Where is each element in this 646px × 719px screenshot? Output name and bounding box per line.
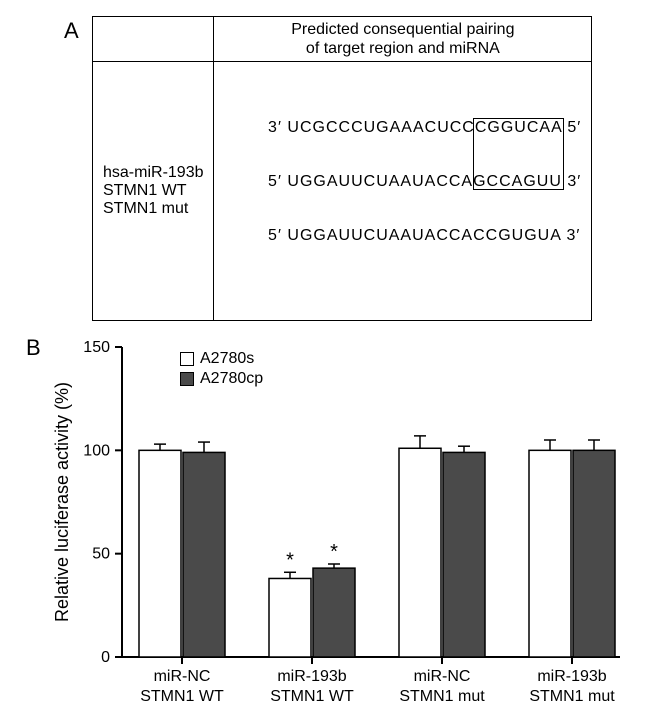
svg-text:miR-NC: miR-NC: [154, 668, 211, 685]
svg-text:STMN1 mut: STMN1 mut: [529, 688, 615, 705]
svg-text:STMN1 WT: STMN1 WT: [270, 688, 354, 705]
table-row: [93, 320, 592, 321]
panel-b: B 050100150Relative luciferase activity …: [12, 339, 634, 719]
sequence-table: Predicted consequential pairing of targe…: [92, 16, 592, 321]
legend-swatch-icon: [180, 372, 194, 386]
svg-text:Relative luciferase activity (: Relative luciferase activity (%): [52, 382, 72, 622]
svg-text:*: *: [286, 550, 294, 572]
svg-text:100: 100: [83, 443, 110, 460]
svg-text:miR-NC: miR-NC: [414, 668, 471, 685]
legend: A2780s A2780cp: [180, 349, 263, 389]
legend-item: A2780cp: [180, 369, 263, 389]
chart-area: 0 50 100 150 Relative luciferase activity (%…: [50, 339, 610, 719]
svg-text:0: 0: [101, 649, 110, 666]
header-line2: of target region and miRNA: [306, 40, 500, 57]
legend-item: A2780s: [180, 349, 263, 369]
row0-name: hsa-miR-193b: [103, 164, 203, 182]
svg-text:miR-193b: miR-193b: [277, 668, 346, 685]
panel-a: A Predicted consequential pairing of tar…: [12, 16, 634, 321]
seq-name-cell: hsa-miR-193b STMN1 WT STMN1 mut: [93, 62, 214, 321]
table-row: hsa-miR-193b STMN1 WT STMN1 mut 3′ UCGCC…: [93, 62, 592, 321]
seq-value-cell: 3′ UCGCCCUGAAACUCCCGGUCAA 5′ 5′ UGGAUUCU…: [214, 62, 592, 321]
svg-text:STMN1 mut: STMN1 mut: [399, 688, 485, 705]
empty-header-cell: [93, 17, 214, 62]
seq-row: 5′ UGGAUUCUAAUACCACCGUGUA 3′: [268, 227, 581, 245]
row1-name: STMN1 WT: [103, 182, 203, 200]
svg-text:*: *: [330, 541, 338, 563]
table-row: Predicted consequential pairing of targe…: [93, 17, 592, 62]
legend-label: A2780s: [200, 350, 254, 368]
panel-a-label: A: [64, 18, 79, 44]
seq-row: 3′ UCGCCCUGAAACUCCCGGUCAA 5′: [268, 119, 581, 137]
legend-label: A2780cp: [200, 370, 263, 388]
header-line1: Predicted consequential pairing: [291, 21, 514, 38]
row2-name: STMN1 mut: [103, 200, 203, 218]
seq-block: 3′ UCGCCCUGAAACUCCCGGUCAA 5′ 5′ UGGAUUCU…: [268, 83, 581, 299]
svg-text:50: 50: [92, 546, 110, 563]
legend-swatch-icon: [180, 352, 194, 366]
panel-b-label: B: [26, 335, 41, 361]
svg-text:STMN1 WT: STMN1 WT: [140, 688, 224, 705]
svg-text:miR-193b: miR-193b: [537, 668, 606, 685]
bar-chart: 0 50 100 150 Relative luciferase activity (%…: [50, 339, 630, 719]
pairing-header-cell: Predicted consequential pairing of targe…: [214, 17, 592, 62]
svg-text:150: 150: [83, 339, 110, 356]
seq-row: 5′ UGGAUUCUAAUACCAGCCAGUU 3′: [268, 173, 581, 191]
